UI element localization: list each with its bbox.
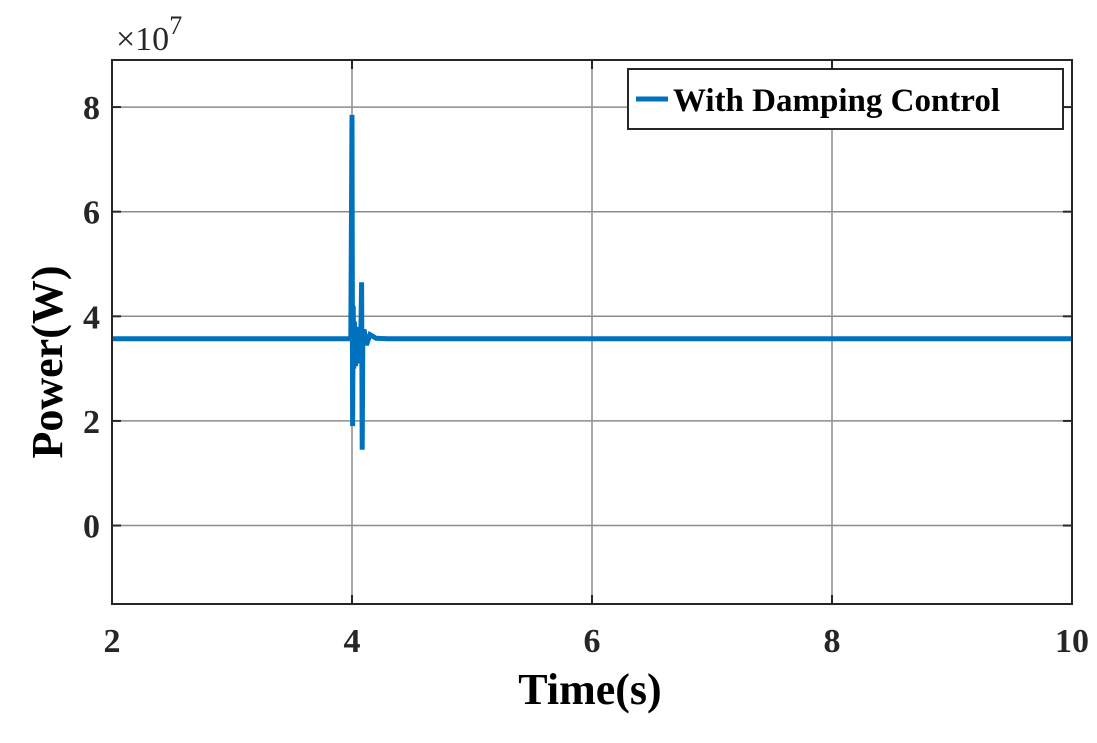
x-tick-labels: 2 4 6 8 10 bbox=[104, 623, 1090, 660]
y-exponent-power: 7 bbox=[169, 11, 182, 40]
grid-lines bbox=[112, 60, 1072, 604]
y-exponent-label: ×107 bbox=[116, 11, 182, 58]
y-exponent-base: ×10 bbox=[116, 21, 169, 58]
x-tick-label: 8 bbox=[824, 623, 841, 660]
series-line bbox=[112, 114, 1072, 450]
legend-box bbox=[627, 68, 1064, 130]
x-axis-title: Time(s) bbox=[518, 665, 661, 714]
x-tick-label: 10 bbox=[1055, 623, 1089, 660]
legend-entry-label: With Damping Control bbox=[673, 83, 1000, 119]
x-tick-label: 6 bbox=[584, 623, 601, 660]
x-tick-label: 4 bbox=[344, 623, 361, 660]
tick-marks bbox=[111, 60, 1073, 604]
series-layer bbox=[112, 114, 1072, 450]
legend[interactable]: With Damping Control bbox=[627, 68, 1064, 130]
y-tick-label: 4 bbox=[83, 299, 100, 336]
y-tick-labels: 0 2 4 6 8 bbox=[83, 90, 100, 545]
y-tick-label: 8 bbox=[83, 90, 100, 127]
x-tick-label: 2 bbox=[104, 623, 121, 660]
y-tick-label: 6 bbox=[83, 195, 100, 232]
y-tick-label: 0 bbox=[83, 509, 100, 546]
y-axis-title: Power(W) bbox=[23, 265, 72, 458]
y-tick-label: 2 bbox=[83, 404, 100, 441]
